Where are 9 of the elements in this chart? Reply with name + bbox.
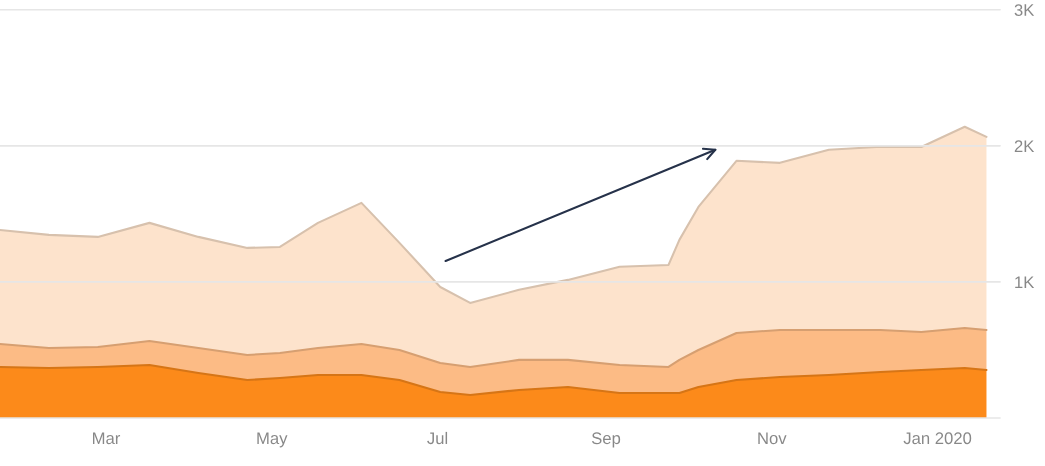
y-tick-label: 3K [1014, 4, 1035, 16]
y-tick-label: 2K [1014, 140, 1035, 152]
y-tick-label: 1K [1015, 276, 1035, 288]
x-tick-label: Sep [591, 432, 621, 448]
x-tick-label: May [257, 432, 288, 448]
x-tick-label: Jul [427, 431, 448, 445]
x-tick-label: Jan 2020 [903, 432, 972, 445]
x-tick-label: Nov [758, 432, 787, 445]
x-tick-label: Mar [93, 432, 121, 445]
